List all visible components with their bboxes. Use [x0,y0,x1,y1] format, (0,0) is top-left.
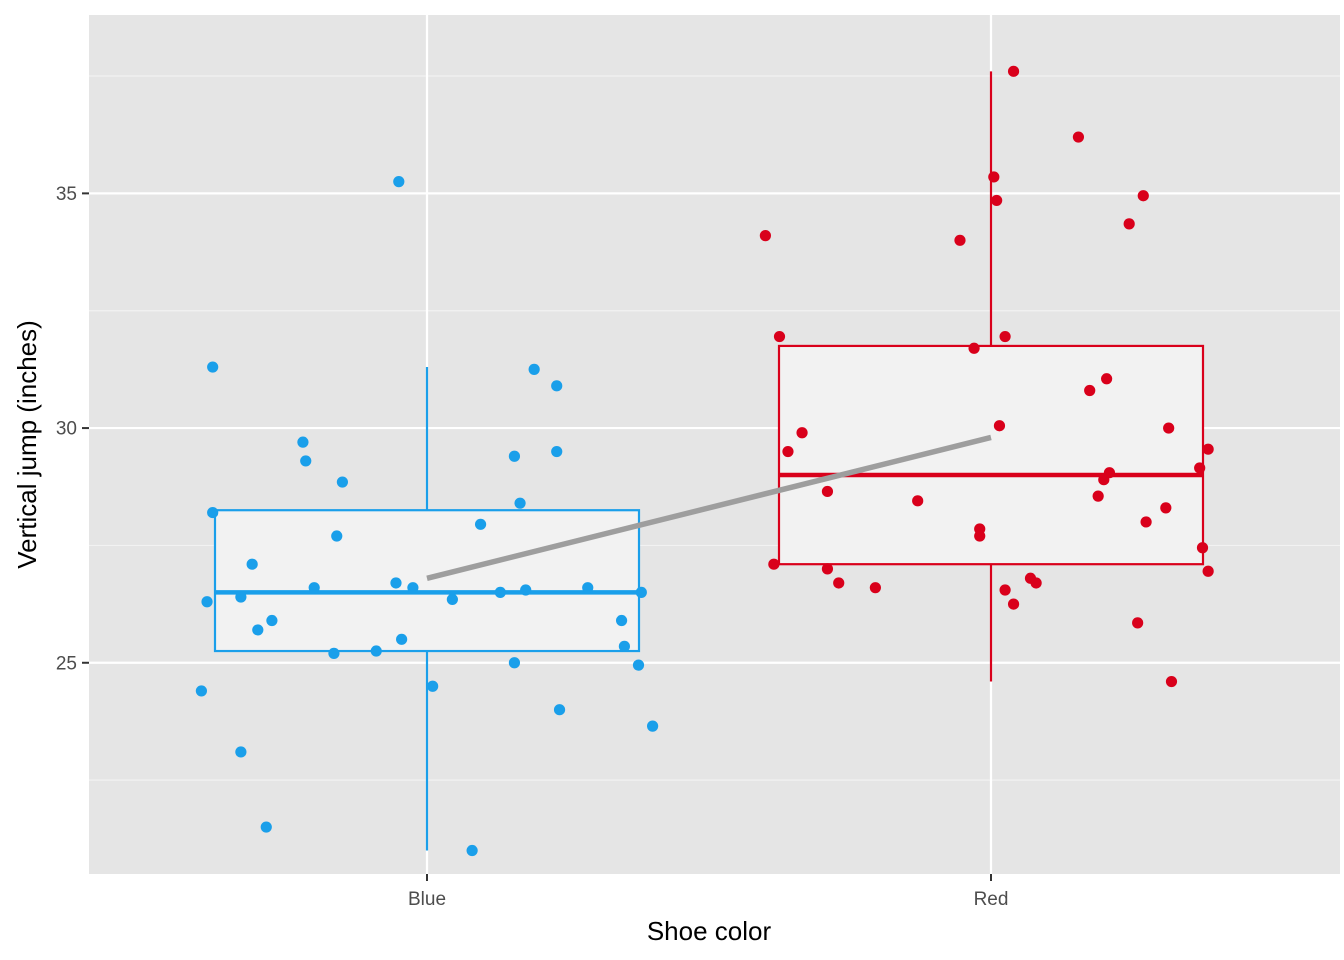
data-point [954,234,966,246]
data-point [520,584,532,596]
data-point [647,720,659,732]
y-tick-label: 25 [56,653,77,674]
data-point [1163,422,1175,434]
data-point [1007,65,1020,77]
y-tick-label: 30 [56,419,77,440]
data-point [1132,617,1144,629]
data-point [1202,443,1214,455]
data-point [1202,565,1214,577]
data-point [508,657,521,669]
data-point [427,680,439,692]
data-point [615,614,628,627]
axes-layer: 25 30 35 Blue Red [56,184,1009,910]
data-point [796,427,808,439]
data-point [336,476,348,488]
data-point [528,363,540,375]
data-point [821,485,834,498]
data-point [768,558,780,570]
mean-trend-line [426,434,992,581]
y-tick-label: 35 [56,184,77,205]
data-point [1160,502,1172,514]
data-point [1101,373,1113,385]
data-point [331,530,343,542]
data-point [328,647,340,659]
data-point [632,659,645,671]
x-axis-title: Shoe color [647,916,772,946]
data-point [999,330,1011,343]
data-point [207,506,219,519]
data-point [201,596,213,608]
data-point [1092,490,1104,502]
data-point [1007,598,1020,610]
data-point [782,445,794,458]
data-point [912,495,924,507]
data-point [235,746,247,758]
data-point [551,380,563,392]
data-point [407,582,419,594]
data-point [635,586,647,598]
data-point [1137,190,1149,202]
data-point [235,591,247,603]
data-point [252,624,264,636]
data-point [1140,516,1152,528]
box-layer [213,71,1205,851]
data-point [1123,218,1135,230]
data-point [618,640,631,652]
data-point [553,704,566,716]
data-point [988,171,1000,183]
data-point [999,584,1011,596]
data-point [390,577,402,589]
data-point [494,586,506,598]
data-point [300,455,312,467]
data-point [266,614,278,627]
data-point [396,633,408,645]
data-point [260,821,272,833]
data-point [297,436,309,448]
y-axis-title: Vertical jump (inches) [12,320,42,569]
data-point [551,445,563,458]
data-point [370,645,382,657]
data-point [833,577,845,589]
x-tick-label: Red [974,889,1009,910]
data-point [466,844,478,857]
data-point [759,230,772,242]
box-iqr [777,344,1205,566]
data-point [1072,131,1085,143]
data-point [773,330,786,343]
data-point [308,582,320,594]
data-point [991,194,1003,207]
data-point [508,450,521,462]
data-point [1103,467,1116,479]
data-point [1165,675,1178,688]
mean-line-layer [426,434,992,581]
data-point [207,361,219,373]
data-point [393,176,405,188]
points-layer [195,65,1214,857]
data-point [446,593,458,606]
data-point [1196,542,1209,554]
data-point [1194,462,1206,474]
data-point [821,563,834,575]
data-point [993,420,1006,432]
data-point [1030,577,1042,589]
data-point [869,582,881,594]
x-tick-label: Blue [408,889,446,910]
data-point [974,530,986,542]
data-point [246,558,258,570]
data-point [582,582,594,594]
data-point [968,342,980,354]
data-point [1084,384,1096,397]
data-point [474,518,487,530]
box-iqr [213,509,641,653]
data-point [514,497,526,509]
data-point [195,685,207,697]
